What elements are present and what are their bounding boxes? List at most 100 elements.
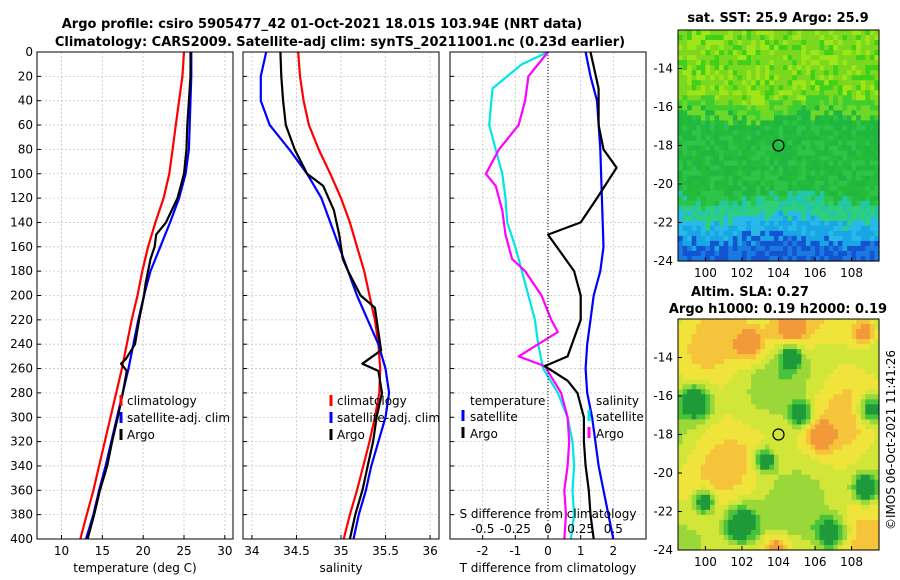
map-cell bbox=[719, 185, 725, 192]
map-cell bbox=[860, 334, 866, 340]
map-cell bbox=[869, 409, 876, 416]
map-cell bbox=[678, 170, 684, 177]
map-cell bbox=[751, 175, 757, 182]
map-cell bbox=[783, 60, 789, 66]
map-cell bbox=[700, 105, 707, 111]
map-cell bbox=[778, 155, 784, 162]
map-cell bbox=[746, 105, 752, 111]
map-cell bbox=[691, 469, 697, 476]
map-cell bbox=[709, 40, 716, 46]
map-cell bbox=[865, 469, 871, 476]
map-cell bbox=[860, 484, 866, 491]
map-cell bbox=[792, 369, 798, 375]
map-cell bbox=[815, 319, 821, 325]
map-cell bbox=[792, 379, 798, 385]
map-cell bbox=[815, 519, 821, 526]
map-cell bbox=[860, 65, 866, 71]
map-cell bbox=[815, 70, 821, 76]
map-cell bbox=[847, 374, 853, 380]
map-cell bbox=[865, 150, 871, 157]
map-cell bbox=[687, 389, 693, 395]
map-cell bbox=[801, 489, 807, 496]
map-cell bbox=[764, 429, 770, 436]
map-cell bbox=[824, 459, 830, 466]
map-cell bbox=[746, 110, 752, 116]
map-cell bbox=[773, 389, 780, 395]
map-cell bbox=[714, 100, 720, 106]
map-cell bbox=[746, 379, 752, 385]
map-cell bbox=[691, 449, 697, 456]
map-cell bbox=[801, 424, 807, 431]
map-cell bbox=[751, 524, 757, 531]
map-cell bbox=[787, 60, 793, 66]
map-cell bbox=[874, 150, 880, 157]
map-cell bbox=[687, 125, 693, 132]
map-cell bbox=[847, 50, 853, 56]
map-cell bbox=[678, 125, 684, 132]
map-cell bbox=[824, 175, 830, 182]
map-cell bbox=[815, 120, 821, 127]
map-cell bbox=[714, 70, 720, 76]
map-cell bbox=[787, 439, 793, 446]
map-cell bbox=[696, 145, 702, 152]
map-cell bbox=[696, 100, 702, 106]
map-cell bbox=[760, 255, 766, 262]
map-cell bbox=[837, 399, 844, 405]
map-cell bbox=[847, 205, 853, 212]
map-cell bbox=[741, 85, 748, 91]
map-cell bbox=[842, 369, 848, 375]
map-cell bbox=[851, 359, 857, 365]
map-cell bbox=[828, 394, 834, 400]
map-cell bbox=[833, 494, 839, 501]
map-cell bbox=[696, 130, 702, 137]
map-cell bbox=[705, 504, 711, 511]
map-cell bbox=[787, 504, 793, 511]
map-cell bbox=[833, 434, 839, 441]
map-cell bbox=[856, 524, 862, 531]
map-cell bbox=[705, 449, 711, 456]
map-cell bbox=[792, 399, 798, 405]
map-cell bbox=[815, 160, 821, 167]
map-cell bbox=[865, 210, 871, 217]
map-cell bbox=[687, 334, 693, 340]
map-cell bbox=[828, 379, 834, 385]
map-cell bbox=[751, 45, 757, 51]
map-cell bbox=[874, 544, 880, 551]
map-cell bbox=[678, 200, 684, 207]
map-cell bbox=[805, 404, 812, 410]
map-cell bbox=[687, 200, 693, 207]
map-cell bbox=[751, 115, 757, 121]
map-cell bbox=[746, 185, 752, 192]
map-cell bbox=[691, 70, 697, 76]
map-cell bbox=[737, 135, 743, 142]
map-cell bbox=[682, 70, 688, 76]
map-cell bbox=[819, 215, 825, 222]
map-cell bbox=[746, 95, 752, 101]
map-cell bbox=[714, 155, 720, 162]
map-cell bbox=[737, 319, 743, 325]
map-cell bbox=[741, 70, 748, 76]
map-cell bbox=[741, 110, 748, 116]
map-cell bbox=[700, 225, 707, 232]
map-cell bbox=[678, 489, 684, 496]
map-cell bbox=[769, 125, 775, 132]
map-cell bbox=[869, 115, 876, 121]
map-cell bbox=[810, 55, 816, 61]
map-cell bbox=[764, 324, 770, 330]
map-cell bbox=[773, 235, 780, 242]
map-cell bbox=[719, 60, 725, 66]
map-cell bbox=[856, 469, 862, 476]
map-cell bbox=[778, 160, 784, 167]
map-cell bbox=[819, 75, 825, 81]
map-cell bbox=[760, 175, 766, 182]
map-cell bbox=[847, 329, 853, 335]
map-cell bbox=[860, 399, 866, 405]
map-cell bbox=[737, 354, 743, 360]
map-cell bbox=[696, 155, 702, 162]
map-cell bbox=[819, 220, 825, 227]
map-cell bbox=[869, 160, 876, 167]
map-cell bbox=[687, 135, 693, 142]
map-cell bbox=[714, 235, 720, 242]
map-cell bbox=[819, 65, 825, 71]
map-cell bbox=[737, 444, 743, 451]
